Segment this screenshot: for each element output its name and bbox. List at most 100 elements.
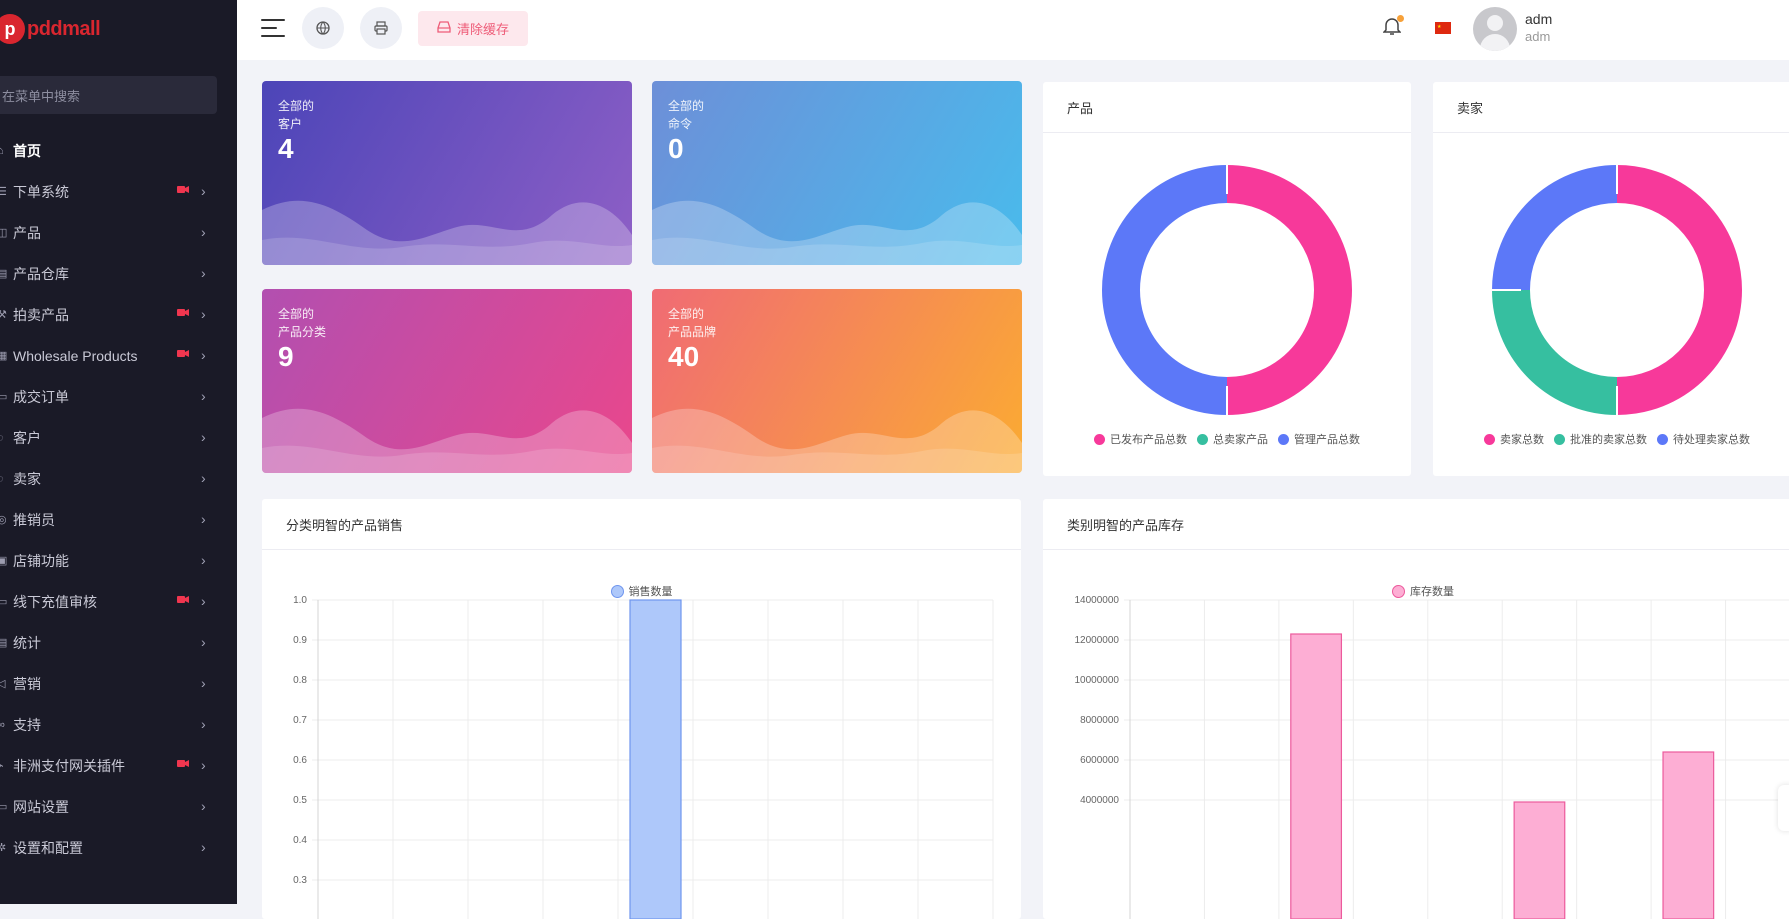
drive-icon xyxy=(437,21,451,36)
donut-slice[interactable] xyxy=(1616,165,1742,415)
y-tick-label: 0.7 xyxy=(293,715,307,726)
sellers-donut-chart xyxy=(1481,154,1742,426)
chevron-right-icon: › xyxy=(201,429,206,445)
sidebar-item[interactable]: ▭ 网站设置 › xyxy=(0,786,237,827)
sidebar-item-label: 支持 xyxy=(13,716,41,733)
y-tick-label: 0.4 xyxy=(293,835,307,846)
users-icon: ◎ xyxy=(0,514,7,526)
bar[interactable] xyxy=(1513,801,1566,919)
sidebar-item[interactable]: ▦ Wholesale Products › xyxy=(0,335,237,376)
legend-item[interactable]: 管理产品总数 xyxy=(1278,431,1360,447)
printer-icon[interactable] xyxy=(360,7,402,49)
orders-stat-card[interactable]: 全部的 命令 0 xyxy=(652,81,1022,265)
sidebar-item[interactable]: ◌ 卖家 › xyxy=(0,458,237,499)
legend-item[interactable]: 总卖家产品 xyxy=(1197,431,1268,447)
panel-title: 卖家 xyxy=(1457,101,1484,116)
globe-icon[interactable] xyxy=(302,7,344,49)
legend-item[interactable]: 批准的卖家总数 xyxy=(1554,431,1647,447)
clear-cache-button[interactable]: 清除缓存 xyxy=(418,11,528,46)
chevron-right-icon: › xyxy=(201,388,206,404)
sidebar-item[interactable]: ⚒ 拍卖产品 › xyxy=(0,294,237,335)
addon-badge-icon xyxy=(176,594,190,605)
chevron-right-icon: › xyxy=(201,593,206,609)
notification-bell-icon[interactable] xyxy=(1382,16,1402,41)
bar[interactable] xyxy=(1290,633,1343,919)
y-tick-label: 8000000 xyxy=(1080,715,1119,726)
sidebar-item-label: 产品 xyxy=(13,224,41,241)
sidebar-item[interactable]: ◁ 营销 › xyxy=(0,663,237,704)
sidebar-item[interactable]: ⌂ 首页 xyxy=(0,130,237,171)
donut-slice[interactable] xyxy=(1102,165,1228,415)
y-tick-label: 12000000 xyxy=(1075,635,1120,646)
sidebar-item-label: 网站设置 xyxy=(13,798,69,815)
legend-item[interactable]: 已发布产品总数 xyxy=(1094,431,1187,447)
sidebar-menu: ⌂ 首页 ☰ 下单系统 › ◫ 产品 › ▤ 产品仓库 › ⚒ 拍卖产品 › ▦ Wholesale Prod… xyxy=(0,130,237,868)
stat-label: 全部的 客户 xyxy=(278,99,315,131)
categories-stat-card[interactable]: 全部的 产品分类 9 xyxy=(262,289,632,473)
language-flag-icon[interactable]: ★ xyxy=(1435,22,1451,34)
legend-swatch xyxy=(610,584,624,598)
legend-item[interactable]: 待处理卖家总数 xyxy=(1657,431,1750,447)
sidebar: p pddmall 在菜单中搜索 ⌂ 首页 ☰ 下单系统 › ◫ 产品 › ▤ 产品仓库 › ⚒ 拍卖产… xyxy=(0,0,237,904)
gavel-icon: ⚒ xyxy=(0,309,7,321)
chevron-right-icon: › xyxy=(201,798,206,814)
stat-value: 0 xyxy=(668,133,684,164)
sidebar-item[interactable]: ▣ 店铺功能 › xyxy=(0,540,237,581)
stat-label: 全部的 产品分类 xyxy=(278,307,327,339)
list-icon: ☰ xyxy=(0,186,7,198)
addon-badge-icon xyxy=(176,348,190,359)
wave-decoration xyxy=(652,200,1022,265)
stock-bar-panel: 类别明智的产品库存 库存数量 14000000 12000000 10000000 8… xyxy=(1043,499,1789,919)
legend-item[interactable]: 库存数量 xyxy=(1392,583,1454,599)
donut-slice[interactable] xyxy=(1492,165,1618,291)
sidebar-item[interactable]: ▭ 线下充值审核 › xyxy=(0,581,237,622)
warehouse-icon: ▤ xyxy=(0,268,7,280)
sidebar-item[interactable]: ◌ 客户 › xyxy=(0,417,237,458)
sales-bar-panel: 分类明智的产品销售 销售数量 1.0 0.9 0.8 0.7 0.6 0.5 0.4 0.3 xyxy=(262,499,1021,919)
customers-stat-card[interactable]: 全部的 客户 4 xyxy=(262,81,632,265)
wallet-icon: ▭ xyxy=(0,596,7,608)
legend-swatch xyxy=(1094,433,1105,445)
menu-toggle-icon[interactable] xyxy=(261,19,287,41)
y-tick-label: 0.8 xyxy=(293,675,307,686)
logo[interactable]: p pddmall xyxy=(0,14,101,44)
wave-decoration xyxy=(262,200,632,265)
user-name[interactable]: adm xyxy=(1525,11,1553,27)
legend-label: 库存数量 xyxy=(1410,586,1454,598)
sidebar-item[interactable]: ▭ 成交订单 › xyxy=(0,376,237,417)
addon-badge-icon xyxy=(176,184,190,195)
sidebar-item-label: 统计 xyxy=(13,634,41,651)
sidebar-item-label: 推销员 xyxy=(13,511,55,528)
bar[interactable] xyxy=(629,599,682,919)
donut-slice[interactable] xyxy=(1226,165,1352,415)
y-tick-label: 0.5 xyxy=(293,795,307,806)
clear-cache-label: 清除缓存 xyxy=(456,22,509,37)
notification-dot xyxy=(1397,15,1404,22)
donut-slice[interactable] xyxy=(1492,289,1618,415)
side-panel-handle[interactable] xyxy=(1778,785,1789,831)
sidebar-item-label: 卖家 xyxy=(13,470,41,487)
sidebar-item[interactable]: ∞ 支持 › xyxy=(0,704,237,745)
sidebar-item-label: 拍卖产品 xyxy=(13,306,69,323)
y-tick-label: 10000000 xyxy=(1075,675,1120,686)
sidebar-item[interactable]: ⌁ 非洲支付网关插件 › xyxy=(0,745,237,786)
legend-item[interactable]: 卖家总数 xyxy=(1484,431,1544,447)
plugin-icon: ⌁ xyxy=(0,760,4,772)
chevron-right-icon: › xyxy=(201,552,206,568)
sidebar-item[interactable]: ◫ 产品 › xyxy=(0,212,237,253)
sidebar-item[interactable]: ◎ 推销员 › xyxy=(0,499,237,540)
sidebar-item[interactable]: ▤ 产品仓库 › xyxy=(0,253,237,294)
avatar[interactable] xyxy=(1473,7,1517,51)
legend-item[interactable]: 销售数量 xyxy=(610,583,673,599)
sidebar-item-label: 产品仓库 xyxy=(13,265,69,282)
sidebar-item[interactable]: ☰ 下单系统 › xyxy=(0,171,237,212)
bar[interactable] xyxy=(1662,751,1715,919)
sidebar-item-label: 客户 xyxy=(13,429,41,446)
sidebar-item[interactable]: ✲ 设置和配置 › xyxy=(0,827,237,868)
sidebar-item-label: 店铺功能 xyxy=(13,552,69,569)
menu-search-input[interactable]: 在菜单中搜索 xyxy=(0,76,217,114)
y-tick-label: 0.6 xyxy=(293,755,307,766)
sidebar-item[interactable]: ▤ 统计 › xyxy=(0,622,237,663)
products-donut-panel: 产品 已发布产品总数 总卖家产品 管理产品总数 xyxy=(1043,82,1411,476)
brands-stat-card[interactable]: 全部的 产品品牌 40 xyxy=(652,289,1022,473)
